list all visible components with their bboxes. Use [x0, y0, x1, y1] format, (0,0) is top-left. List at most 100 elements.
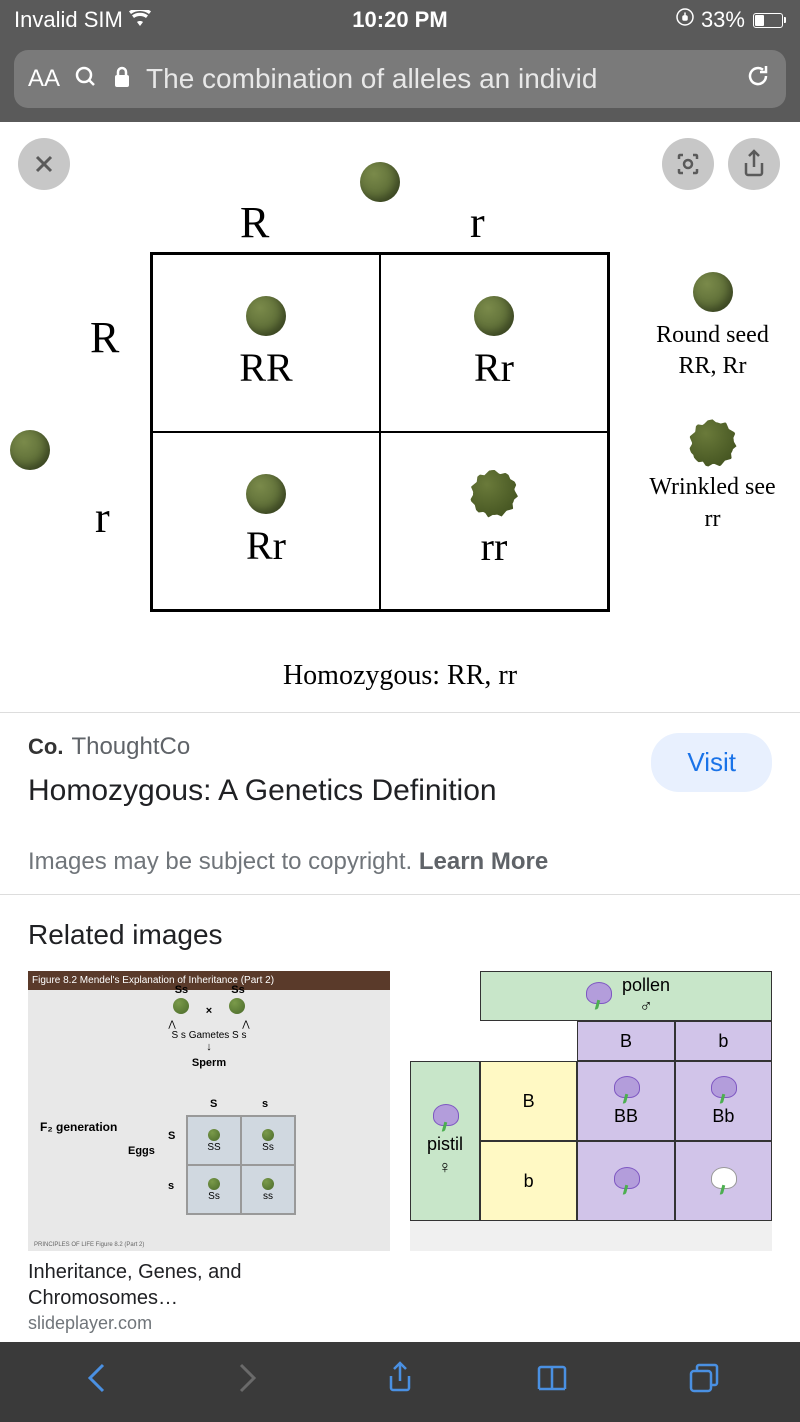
visit-button[interactable]: Visit	[651, 733, 772, 792]
allele-label: r	[470, 197, 485, 248]
label: ss	[263, 1191, 273, 1202]
seed-round-icon	[693, 272, 733, 312]
allele-label: B	[480, 1061, 577, 1141]
seed-round-icon	[10, 430, 50, 470]
url-bar[interactable]: AA The combination of alleles an individ	[14, 50, 786, 108]
genotype-label: RR	[239, 344, 292, 391]
thumbnail[interactable]: Figure 8.2 Mendel's Explanation of Inher…	[28, 971, 390, 1251]
wifi-icon	[129, 9, 151, 32]
legend: Round seed RR, Rr Wrinkled see rr	[625, 272, 800, 575]
thumb-body: Ss × Ss ⋀ ⋀	[28, 990, 390, 1251]
allele-label: B	[577, 1021, 674, 1061]
share-nav-button[interactable]	[378, 1360, 422, 1405]
flower-punnett: pollen ♂ B b pistil ♀ B	[410, 971, 772, 1251]
genotype-label: rr	[481, 523, 508, 570]
pollen-label: pollen	[622, 975, 670, 996]
allele-label: r	[95, 492, 110, 543]
url-bar-container: AA The combination of alleles an individ	[0, 40, 800, 122]
related-item[interactable]: pollen ♂ B b pistil ♀ B	[410, 971, 772, 1334]
allele-label: R	[90, 312, 119, 363]
source-line[interactable]: Co. ThoughtCo	[28, 733, 631, 761]
flower-icon	[707, 1076, 739, 1104]
male-symbol: ♂	[622, 996, 670, 1017]
legend-genotype: RR, Rr	[625, 351, 800, 382]
allele-label: R	[240, 197, 269, 248]
thumbnail[interactable]: pollen ♂ B b pistil ♀ B	[410, 971, 772, 1251]
status-time: 10:20 PM	[271, 7, 528, 33]
seed-round-icon	[246, 296, 286, 336]
status-bar: Invalid SIM 10:20 PM 33%	[0, 0, 800, 40]
bottom-nav	[0, 1342, 800, 1422]
allele-label: b	[675, 1021, 772, 1061]
diagram-caption: Homozygous: RR, rr	[0, 660, 800, 692]
content-area: R r R r RR Rr Rr rr	[0, 122, 800, 1334]
result-info: Co. ThoughtCo Homozygous: A Genetics Def…	[0, 713, 800, 830]
lock-rotation-icon	[675, 7, 695, 33]
genotype-label: Bb	[712, 1106, 734, 1127]
female-symbol: ♀	[438, 1157, 452, 1178]
bookmarks-button[interactable]	[530, 1363, 574, 1402]
genotype-label: Rr	[474, 344, 514, 391]
flower-white-icon	[707, 1167, 739, 1195]
battery-icon	[751, 13, 786, 28]
label: Ss	[231, 984, 244, 996]
gametes-label: S s Gametes S s	[36, 1030, 382, 1041]
mini-seed-icon	[229, 998, 245, 1014]
seed-wrinkled-icon	[692, 422, 734, 464]
reload-icon[interactable]	[744, 62, 772, 97]
f2-label: F₂ generation	[40, 1120, 117, 1134]
flower-icon	[610, 1076, 642, 1104]
punnett-cell: Rr	[152, 432, 380, 610]
punnett-grid: RR Rr Rr rr	[150, 252, 610, 612]
text-size-button[interactable]: AA	[28, 65, 60, 93]
source-logo: Co.	[28, 734, 63, 760]
punnett-cell: rr	[380, 432, 608, 610]
genotype-label: Rr	[246, 522, 286, 569]
seed-round-icon	[474, 296, 514, 336]
related-item[interactable]: Figure 8.2 Mendel's Explanation of Inher…	[28, 971, 390, 1334]
thumb-header: Figure 8.2 Mendel's Explanation of Inher…	[28, 971, 390, 990]
allele-label: b	[480, 1141, 577, 1221]
label: SS	[207, 1142, 220, 1153]
battery-percent: 33%	[701, 7, 745, 33]
label: Ss	[262, 1142, 274, 1153]
label: Ss	[208, 1191, 220, 1202]
related-grid: Figure 8.2 Mendel's Explanation of Inher…	[28, 971, 772, 1334]
genotype-label: BB	[614, 1106, 638, 1127]
search-icon	[74, 65, 98, 94]
url-text[interactable]: The combination of alleles an individ	[146, 63, 730, 95]
legend-genotype: rr	[625, 504, 800, 535]
result-title[interactable]: Homozygous: A Genetics Definition	[28, 771, 631, 810]
thumb-caption: Inheritance, Genes, and Chromosomes…	[28, 1259, 390, 1311]
seed-round-icon	[246, 474, 286, 514]
flower-icon	[582, 982, 614, 1010]
forward-button[interactable]	[226, 1361, 270, 1404]
cross-symbol: ×	[206, 1005, 212, 1017]
copyright-note: Images may be subject to copyright. Lear…	[0, 830, 800, 894]
back-button[interactable]	[74, 1361, 118, 1404]
punnett-diagram: R r R r RR Rr Rr rr	[0, 172, 800, 712]
source-name: ThoughtCo	[71, 733, 190, 761]
legend-label: Wrinkled see	[625, 472, 800, 503]
eggs-label: Eggs	[128, 1145, 155, 1157]
punnett-cell: RR	[152, 254, 380, 432]
flower-icon	[429, 1104, 461, 1132]
label: s	[168, 1180, 174, 1192]
punnett-cell: Rr	[380, 254, 608, 432]
image-viewer: R r R r RR Rr Rr rr	[0, 122, 800, 712]
legend-label: Round seed	[625, 320, 800, 351]
mini-seed-icon	[173, 998, 189, 1014]
pistil-label: pistil	[427, 1134, 463, 1155]
flower-icon	[610, 1167, 642, 1195]
label: S	[168, 1130, 175, 1142]
related-section: Related images Figure 8.2 Mendel's Expla…	[0, 895, 800, 1334]
sperm-label: Sperm	[36, 1057, 382, 1069]
label: s	[262, 1098, 268, 1110]
seed-wrinkled-icon	[473, 473, 515, 515]
label: S	[210, 1098, 217, 1110]
sim-status: Invalid SIM	[14, 7, 123, 33]
tabs-button[interactable]	[682, 1362, 726, 1403]
lock-icon	[112, 66, 132, 93]
mini-punnett: SS Ss Ss ss	[186, 1115, 296, 1215]
learn-more-link[interactable]: Learn More	[419, 848, 548, 875]
